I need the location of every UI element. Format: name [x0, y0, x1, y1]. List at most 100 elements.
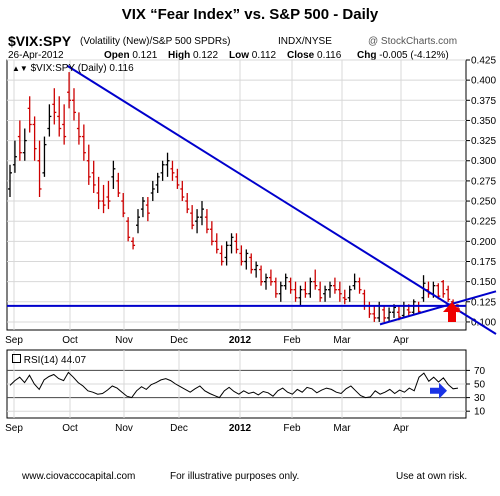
ohlc-bar: [180, 180, 185, 202]
ohlc-bar: [170, 160, 175, 181]
ohlc-bar: [308, 277, 313, 298]
ohlc-bar: [318, 281, 323, 302]
price-xtick-label: Oct: [62, 335, 78, 346]
quote-low: Low 0.112: [229, 50, 277, 61]
footer-risk: Use at own risk.: [396, 471, 468, 482]
ohlc-bar: [101, 184, 106, 214]
ohlc-bar: [150, 180, 155, 202]
ohlc-bar: [446, 285, 451, 302]
ohlc-bar: [332, 277, 337, 294]
rsi-ytick-label: 50: [474, 380, 486, 391]
ohlc-bar: [185, 192, 190, 214]
ohlc-bar: [72, 88, 76, 121]
ohlc-bar: [209, 221, 214, 246]
price-xtick-label: Mar: [333, 335, 351, 346]
ohlc-bar: [264, 273, 268, 290]
price-ytick-label: 0.350: [471, 116, 496, 127]
ohlc-bar: [190, 205, 195, 230]
ohlc-bar: [323, 285, 328, 302]
ohlc-bar: [160, 160, 165, 181]
quote-change: Chg -0.005 (-4.12%): [357, 50, 449, 61]
quote-close: Close 0.116: [287, 50, 342, 61]
price-ytick-label: 0.250: [471, 197, 496, 208]
footer-note: For illustrative purposes only.: [170, 471, 300, 482]
rsi-xtick-label: Dec: [170, 423, 188, 434]
ohlc-bar: [106, 180, 111, 210]
ohlc-bar: [259, 265, 264, 286]
ohlc-bar: [214, 233, 219, 254]
rsi-xtick-label: Nov: [115, 423, 133, 434]
legend-icon: ▲▼: [12, 64, 28, 73]
ohlc-bar: [52, 88, 57, 125]
ohlc-bar: [27, 96, 32, 133]
ohlc-bar: [244, 249, 249, 270]
uptrend-line: [379, 290, 497, 326]
ohlc-bar: [342, 289, 347, 305]
price-ytick-label: 0.325: [471, 136, 496, 147]
ohlc-bar: [37, 140, 42, 198]
rsi-xtick-label: Mar: [333, 423, 351, 434]
ohlc-bar: [47, 104, 52, 137]
ohlc-bar: [387, 307, 392, 322]
right-arrow-icon: [430, 382, 447, 399]
ohlc-bar: [347, 285, 352, 302]
ohlc-bar: [328, 281, 332, 298]
rsi-legend: RSI(14) 44.07: [12, 354, 86, 366]
price-legend: ▲▼ $VIX:SPY (Daily) 0.116: [12, 63, 134, 74]
ohlc-bar: [239, 245, 244, 266]
ohlc-bar: [81, 124, 86, 161]
ohlc-bar: [396, 305, 401, 321]
ohlc-bar: [57, 96, 62, 137]
ohlc-bar: [313, 269, 318, 290]
ohlc-bar: [254, 261, 259, 278]
ohlc-bar: [62, 104, 67, 145]
price-xtick-label: Dec: [170, 335, 188, 346]
price-frame: [6, 59, 467, 331]
ohlc-bar: [76, 112, 81, 145]
ohlc-bar: [12, 140, 17, 173]
rsi-ytick-label: 30: [474, 393, 486, 404]
ohlc-bar: [234, 233, 239, 254]
ohlc-bar: [140, 197, 145, 218]
price-panel: 0.425 0.400 0.375 0.350 0.325 0.300 0.275 0.250…: [5, 56, 497, 346]
ohlc-bar: [337, 281, 342, 302]
exchange-label: INDX/NYSE: [278, 36, 332, 47]
price-xtick-label: Sep: [5, 335, 23, 346]
ohlc-bar: [121, 192, 126, 218]
ohlc-bar: [91, 160, 96, 193]
ohlc-bar: [229, 233, 234, 254]
price-xtick-label: Apr: [393, 335, 409, 346]
ohlc-bar: [96, 176, 101, 210]
ohlc-bar: [352, 273, 357, 290]
ohlc-bar: [111, 160, 116, 189]
price-xtick-label: Nov: [115, 335, 133, 346]
ohlc-bar: [195, 209, 200, 234]
rsi-ytick-label: 10: [474, 407, 486, 418]
ohlc-bar: [165, 152, 170, 177]
ohlc-bar: [293, 281, 298, 302]
ohlc-bar: [67, 72, 72, 109]
ohlc-bar: [219, 245, 224, 266]
ohlc-bar: [116, 172, 121, 198]
ohlc-bar: [17, 120, 22, 161]
up-arrow-icon: [443, 301, 461, 322]
price-ytick-label: 0.300: [471, 156, 496, 167]
symbol-label: $VIX:SPY: [8, 33, 72, 49]
ohlc-bar: [372, 305, 377, 322]
ohlc-bar: [126, 217, 131, 242]
rsi-xtick-label: Apr: [393, 423, 409, 434]
ohlc-bar: [42, 136, 47, 177]
rsi-panel: 70 50 30 10 Sep Oct Nov Dec 2012 Feb Mar Apr: [5, 349, 486, 434]
ohlc-bar: [136, 209, 140, 234]
ohlc-bar: [298, 285, 303, 306]
rsi-xtick-label: Feb: [283, 423, 301, 434]
price-xtick-label: 2012: [229, 335, 252, 346]
quote-date: 26-Apr-2012: [8, 50, 64, 61]
ohlc-bar: [175, 168, 180, 189]
quote-high: High 0.122: [168, 50, 219, 61]
rsi-line: [9, 371, 459, 399]
rsi-xtick-label: Sep: [5, 423, 23, 434]
legend-box-icon: [12, 354, 21, 363]
ohlc-bar: [22, 128, 27, 161]
ohlc-bar: [204, 209, 209, 234]
